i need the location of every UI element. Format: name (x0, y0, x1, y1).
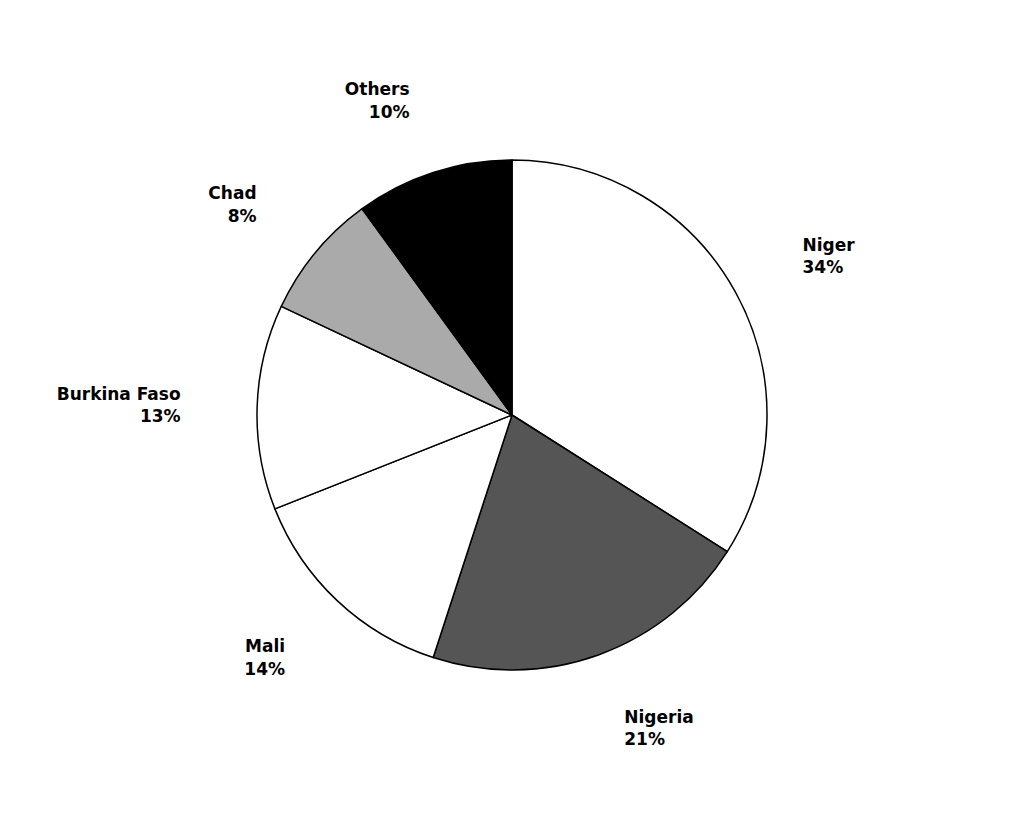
slice-category: Others (345, 79, 410, 99)
slice-value: 21% (624, 729, 665, 749)
slice-value: 10% (369, 102, 410, 122)
slice-label: Others 10% (345, 79, 410, 121)
slice-label: Mali 14% (244, 636, 285, 678)
pie-chart: Niger34% Nigeria21% Mali 14% Burkina Faso13%… (0, 0, 1024, 819)
pie-slice (362, 160, 512, 415)
slice-value: 34% (803, 257, 844, 277)
slice-value: 8% (228, 206, 257, 226)
chart-container: Niger34% Nigeria21% Mali 14% Burkina Faso13%… (0, 0, 1024, 819)
slice-label: Nigeria21% (624, 707, 693, 749)
slice-value: 14% (244, 659, 285, 679)
labels: Niger34% Nigeria21% Mali 14% Burkina Faso13%… (57, 79, 856, 748)
slice-value: 13% (140, 406, 181, 426)
slice-label: Chad 8% (208, 183, 256, 225)
slice-label: Niger34% (803, 235, 856, 277)
slices (257, 160, 767, 670)
slice-category: Niger (803, 235, 856, 255)
slice-category: Chad (208, 183, 256, 203)
slice-label: Burkina Faso13% (57, 384, 181, 426)
slice-category: Mali (245, 636, 285, 656)
slice-category: Nigeria (624, 707, 693, 727)
slice-category: Burkina Faso (57, 384, 181, 404)
